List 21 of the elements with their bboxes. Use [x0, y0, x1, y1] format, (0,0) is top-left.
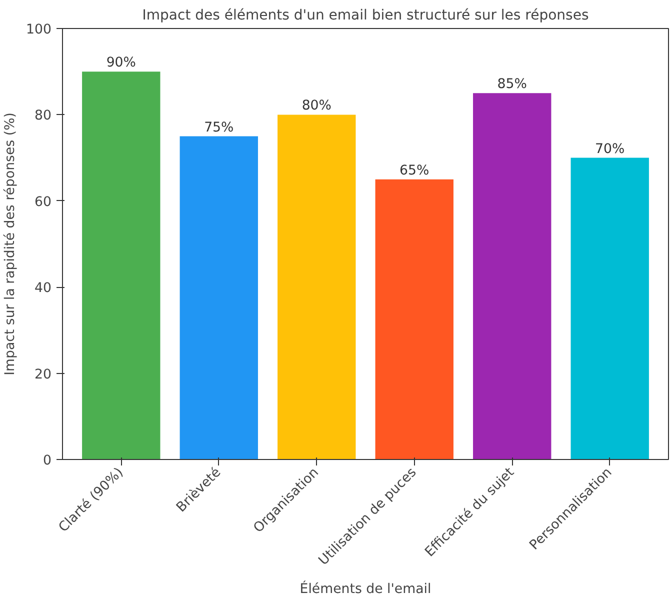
y-tick-label: 60 [34, 194, 52, 210]
x-axis-title: Éléments de l'email [300, 580, 432, 597]
bar [473, 93, 552, 460]
data-label: 65% [400, 163, 430, 178]
bar [375, 179, 454, 460]
y-tick-label: 100 [26, 22, 52, 38]
data-label: 90% [106, 56, 136, 71]
data-label: 80% [302, 98, 332, 114]
bar [82, 72, 160, 460]
y-tick-label: 0 [43, 454, 52, 468]
bar [278, 114, 356, 460]
y-tick-label: 40 [34, 281, 52, 296]
data-label: 85% [497, 77, 527, 92]
bar [180, 136, 258, 460]
chart-title: Impact des éléments d'un email bien structuré sur les réponses [142, 8, 589, 24]
data-label: 75% [204, 120, 234, 136]
y-tick-label: 80 [34, 108, 52, 124]
data-label: 70% [595, 142, 625, 157]
y-tick-label: 20 [34, 367, 52, 382]
bar [570, 158, 649, 460]
y-axis-title: Impact sur la rapidité des réponses (%) [3, 112, 18, 376]
